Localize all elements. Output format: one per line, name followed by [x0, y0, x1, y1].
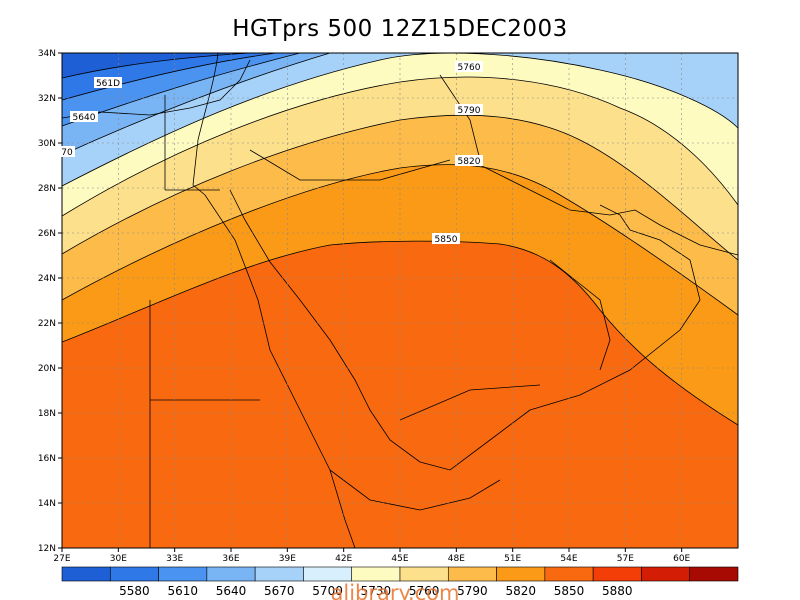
colorbar-swatch [689, 566, 739, 582]
coastline [529, 204, 701, 411]
colorbar-swatch [399, 566, 449, 582]
colorbar-swatch [254, 566, 304, 582]
contour-line [61, 76, 739, 217]
lon-tick-label: 30E [110, 554, 127, 564]
contour-label: 5820 [458, 157, 481, 167]
coastline [192, 52, 356, 549]
lat-tick-label: 26N [38, 229, 56, 239]
coastline [229, 189, 531, 471]
coastline [61, 59, 251, 119]
lat-tick-label: 28N [38, 184, 56, 194]
contour-label: 5850 [435, 235, 458, 245]
coastlines [61, 52, 739, 549]
lon-tick-label: 33E [166, 554, 183, 564]
colorbar-label: 5640 [216, 584, 247, 598]
lon-tick-label: 27E [53, 554, 70, 564]
colorbar-swatch [206, 566, 256, 582]
lat-tick-label: 24N [38, 274, 56, 284]
colorbar-swatch [158, 566, 208, 582]
contour-label: 5640 [73, 113, 96, 123]
contour-label-bg [455, 61, 483, 72]
colorbar-label: 5580 [119, 584, 150, 598]
colorbar-swatch [447, 566, 497, 582]
lat-tick-label: 16N [38, 454, 56, 464]
colorbar-label: 5700 [312, 584, 343, 598]
lat-tick-label: 32N [38, 94, 56, 104]
lon-tick-label: 51E [504, 554, 521, 564]
contour-line [61, 240, 739, 426]
contour-label-bg [59, 146, 75, 157]
coastline [399, 384, 541, 421]
contour-label: 70 [61, 148, 73, 158]
contour-line [61, 52, 277, 101]
lon-tick-label: 45E [391, 554, 408, 564]
colorbar-label: 5610 [167, 584, 198, 598]
lon-tick-label: 60E [673, 554, 690, 564]
colorbar-label: 5820 [505, 584, 536, 598]
contour-label-bg [432, 233, 460, 244]
coastline [469, 159, 739, 256]
colorbar-label: 5880 [602, 584, 633, 598]
lat-tick-label: 14N [38, 499, 56, 509]
colorbar-swatch [351, 566, 401, 582]
chart-title: HGTprs 500 12Z15DEC2003 [232, 16, 568, 42]
contour-labels: 561D 5640 70 5760 5790 5820 5850 [59, 61, 483, 245]
colorbar-label: 5730 [361, 584, 392, 598]
lat-tick-label: 20N [38, 364, 56, 374]
contour-label: 561D [96, 79, 120, 89]
contour-label-bg [94, 77, 122, 88]
contour-label-bg [70, 111, 98, 122]
watermark: alibrary.com [331, 581, 460, 600]
lon-tick-label: 39E [279, 554, 296, 564]
colorbar-swatch [641, 566, 691, 582]
lat-tick-label: 34N [38, 49, 56, 59]
lon-tick-label: 48E [448, 554, 465, 564]
lon-tick-label: 36E [222, 554, 239, 564]
colorbar-swatch [544, 566, 594, 582]
contour-label: 5760 [458, 63, 481, 73]
coastline [329, 469, 501, 511]
lon-tick-label: 57E [617, 554, 634, 564]
coastline [249, 149, 451, 181]
lat-tick-label: 12N [38, 544, 56, 554]
contour-label: 5790 [458, 106, 481, 116]
colorbar-swatch [592, 566, 642, 582]
colorbar-swatch [109, 566, 159, 582]
coastline [439, 74, 481, 161]
contour-line [61, 52, 739, 187]
lat-tick-label: 18N [38, 409, 56, 419]
colorbar-swatch [496, 566, 546, 582]
contour-label-bg [455, 104, 483, 115]
contour-line [61, 114, 739, 261]
latitude-ticks: 12N 14N 16N 18N 20N 22N 24N 26N 28N 30N 32N 34N [38, 49, 62, 554]
lon-tick-label: 42E [335, 554, 352, 564]
contour-line [61, 52, 331, 156]
colorbar-swatch [61, 566, 111, 582]
contour-label-bg [455, 155, 483, 166]
lat-tick-label: 22N [38, 319, 56, 329]
colorbar-label: 5670 [264, 584, 295, 598]
colorbar-label: 5850 [554, 584, 585, 598]
colorbar-label: 5790 [457, 584, 488, 598]
lat-tick-label: 30N [38, 139, 56, 149]
coastline [549, 259, 611, 371]
lon-tick-label: 54E [560, 554, 577, 564]
longitude-ticks: 27E 30E 33E 36E 39E 42E 45E 48E 51E 54E 57E 60E [53, 548, 691, 564]
colorbar-swatch [303, 566, 353, 582]
colorbar: 5580 5610 5640 5670 5700 5730 5760 5790 5820 5850… [61, 566, 739, 598]
colorbar-label: 5760 [409, 584, 440, 598]
